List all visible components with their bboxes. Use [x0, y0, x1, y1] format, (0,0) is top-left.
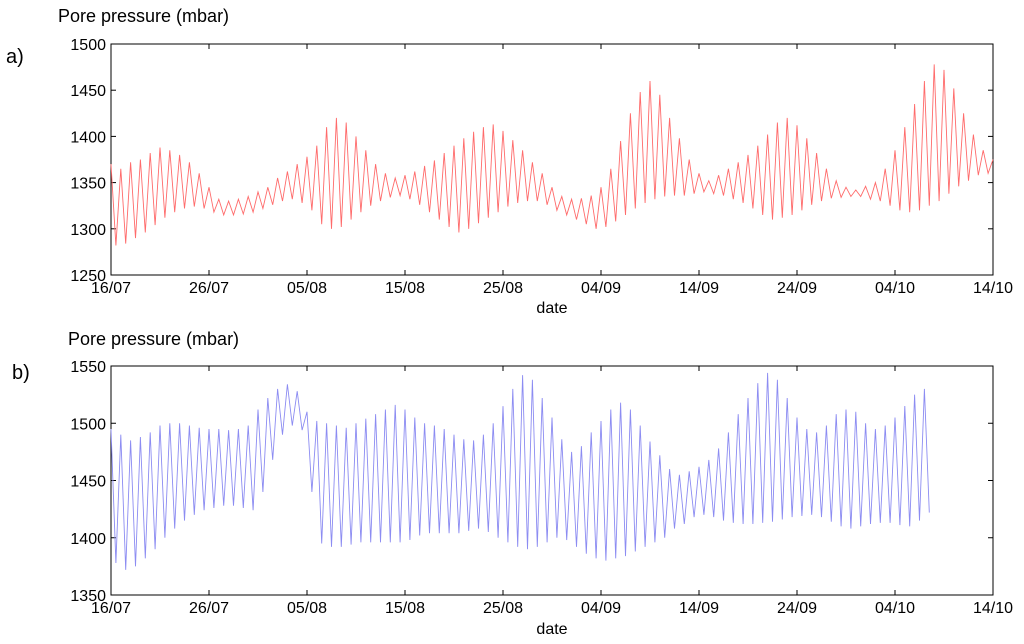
y-tick-label-b-4: 1550: [70, 359, 106, 376]
series-line-b-0: [110, 372, 930, 570]
x-tick-label-a-4: 25/08: [483, 280, 523, 297]
y-tick-label-a-4: 1450: [70, 83, 106, 100]
y-tick-label-a-3: 1400: [70, 129, 106, 146]
y-tick-label-a-2: 1350: [70, 176, 106, 193]
x-tick-label-b-0: 16/07: [91, 600, 131, 617]
panel-label-a: a): [6, 46, 24, 68]
y-tick-label-a-1: 1300: [70, 222, 106, 239]
chart-title-a: Pore pressure (mbar): [58, 6, 230, 26]
chart-title-b: Pore pressure (mbar): [68, 329, 240, 349]
x-tick-label-a-5: 04/09: [581, 280, 621, 297]
series-line-a-0: [110, 64, 994, 246]
y-tick-label-b-2: 1450: [70, 474, 106, 491]
x-axis-label-b: date: [536, 621, 567, 638]
x-tick-label-a-9: 14/10: [973, 280, 1013, 297]
x-tick-label-b-3: 15/08: [385, 600, 425, 617]
y-tick-label-b-3: 1500: [70, 416, 106, 433]
x-tick-label-a-1: 26/07: [189, 280, 229, 297]
x-tick-label-a-6: 14/09: [679, 280, 719, 297]
panel-label-b: b): [12, 362, 30, 384]
x-tick-label-a-2: 05/08: [287, 280, 327, 297]
y-tick-label-a-5: 1500: [70, 37, 106, 54]
x-axis-label-a: date: [536, 300, 567, 317]
x-tick-label-b-8: 04/10: [875, 600, 915, 617]
y-tick-label-a-0: 1250: [70, 268, 106, 285]
x-tick-label-a-3: 15/08: [385, 280, 425, 297]
x-tick-label-b-6: 14/09: [679, 600, 719, 617]
y-tick-label-b-1: 1400: [70, 531, 106, 548]
x-tick-label-b-1: 26/07: [189, 600, 229, 617]
x-tick-label-b-9: 14/10: [973, 600, 1013, 617]
x-tick-label-b-4: 25/08: [483, 600, 523, 617]
x-tick-label-a-7: 24/09: [777, 280, 817, 297]
y-tick-label-b-0: 1350: [70, 588, 106, 605]
x-tick-label-a-8: 04/10: [875, 280, 915, 297]
x-tick-label-b-2: 05/08: [287, 600, 327, 617]
x-tick-label-b-5: 04/09: [581, 600, 621, 617]
x-tick-label-b-7: 24/09: [777, 600, 817, 617]
x-tick-label-a-0: 16/07: [91, 280, 131, 297]
plot-frame-b: [110, 365, 994, 596]
